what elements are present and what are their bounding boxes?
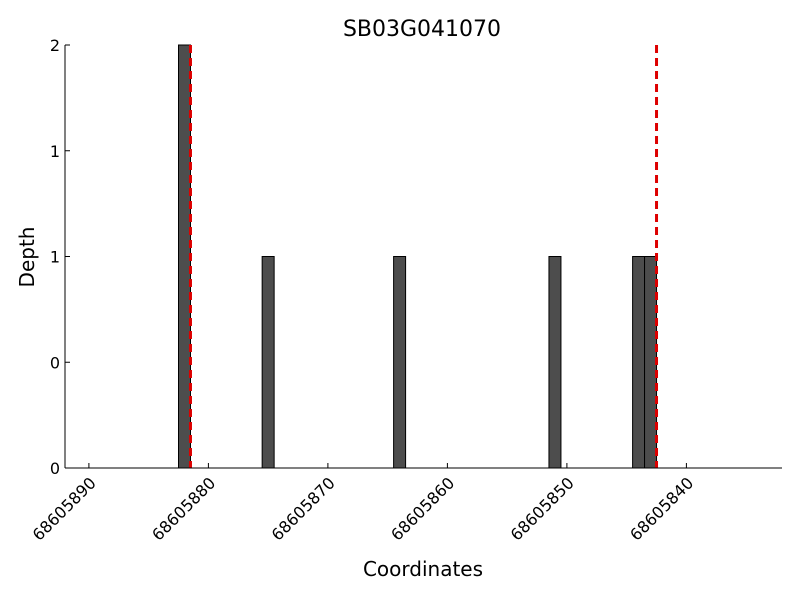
- x-ticks: 68605890 68605880 68605870 68605860 68605850…: [29, 463, 697, 544]
- position-markers: [188, 45, 659, 468]
- chart-title: SB03G041070: [343, 17, 501, 42]
- bar-5: [644, 256, 658, 469]
- x-tick-label-0: 68605890: [29, 473, 100, 544]
- y-tick-label-4: 2: [50, 36, 60, 55]
- bar-4: [632, 256, 646, 469]
- bars: [178, 44, 658, 469]
- y-tick-label-0: 0: [50, 459, 60, 478]
- y-tick-label-1: 0: [50, 353, 60, 372]
- x-tick-label-3: 68605860: [387, 473, 458, 544]
- bar-0: [178, 44, 191, 469]
- x-tick-label-2: 68605870: [268, 473, 339, 544]
- x-tick-label-5: 68605840: [626, 473, 697, 544]
- y-ticks: 0 0 1 1 2: [50, 36, 70, 478]
- x-tick-label-4: 68605850: [507, 473, 578, 544]
- x-axis-label: Coordinates: [363, 557, 483, 581]
- y-axis-label: Depth: [15, 227, 39, 288]
- bar-2: [393, 256, 407, 469]
- y-tick-label-3: 1: [50, 142, 60, 161]
- y-tick-label-2: 1: [50, 248, 60, 267]
- x-tick-label-1: 68605880: [148, 473, 219, 544]
- bar-1: [261, 256, 275, 469]
- bar-3: [548, 256, 562, 469]
